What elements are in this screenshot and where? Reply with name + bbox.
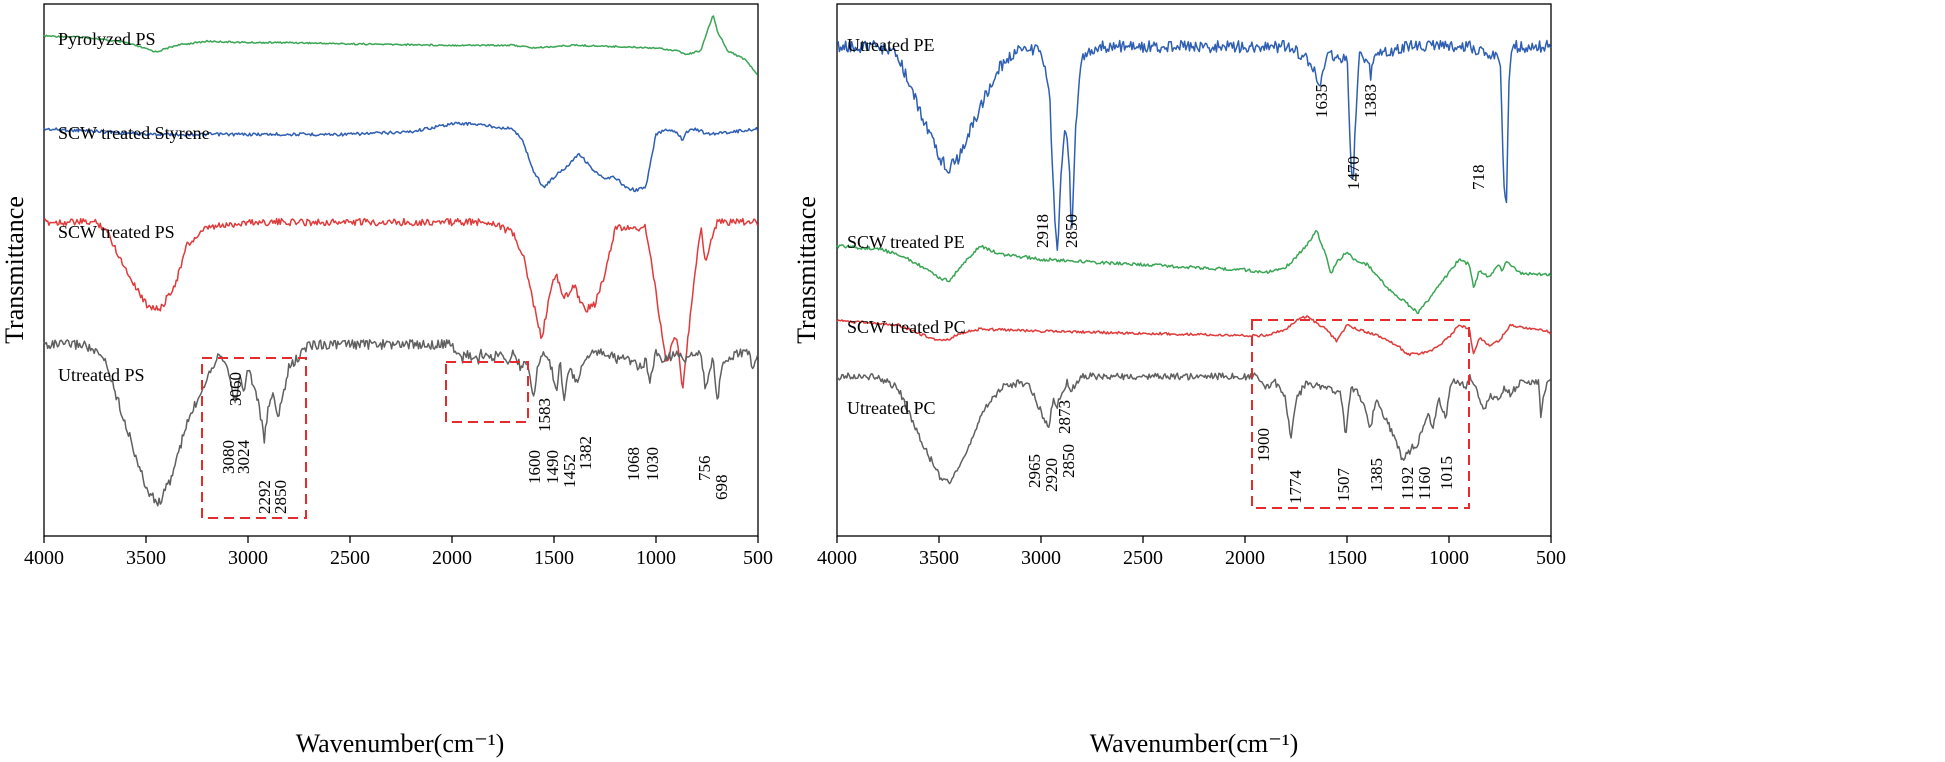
- left-x-ticks: 4000 3500 3000 2500 2000 1500 1000 500: [24, 536, 773, 569]
- peak-label: 1383: [1361, 84, 1380, 118]
- series-label-scw-styrene: SCW treated Styrene: [58, 123, 210, 143]
- peak-label: 1600: [525, 450, 544, 484]
- peak-label: 2850: [1059, 444, 1078, 478]
- x-tick-label: 3500: [919, 547, 959, 569]
- right-chart-panel: 4000 3500 3000 2500 2000 1500 1000 500 Utreated…: [792, 3, 1566, 758]
- peak-label: 1160: [1415, 467, 1434, 500]
- spectrum-line-pyrolyzed-ps: [43, 15, 759, 76]
- peak-label: 1635: [1312, 84, 1331, 118]
- peak-label: 1470: [1344, 156, 1363, 190]
- right-x-axis-title: Wavenumber(cm⁻¹): [1090, 729, 1299, 758]
- spectrum-line-scw-treated-pe: [836, 230, 1552, 315]
- spectrum-line-utreated-pc: [836, 372, 1552, 485]
- peak-label: 2850: [271, 480, 290, 514]
- x-tick-label: 1000: [1429, 547, 1469, 569]
- peak-label: 2965: [1025, 454, 1044, 488]
- left-series-group: [43, 15, 759, 507]
- peak-label: 1030: [643, 447, 662, 481]
- peak-label: 1490: [543, 450, 562, 484]
- peak-label: 2292: [255, 480, 274, 514]
- x-tick-label: 2500: [330, 547, 370, 569]
- left-x-axis-title: Wavenumber(cm⁻¹): [296, 729, 505, 758]
- x-tick-label: 500: [1536, 547, 1566, 569]
- right-series-group: [836, 39, 1552, 485]
- series-label-utreated-ps: Utreated PS: [58, 365, 144, 385]
- left-chart-panel: 4000 3500 3000 2500 2000 1500 1000 500 Pyrolyze…: [0, 3, 773, 758]
- x-tick-label: 3000: [228, 547, 268, 569]
- series-label-utreated-pe: Utreated PE: [847, 35, 934, 55]
- peak-label: 1507: [1334, 468, 1353, 503]
- spectrum-line-scw-treated-pc: [836, 315, 1552, 357]
- series-label-scw-pe: SCW treated PE: [847, 232, 965, 252]
- peak-label: 2850: [1062, 214, 1081, 248]
- spectrum-line-scw-treated-ps: [43, 217, 759, 389]
- peak-label: 2873: [1055, 400, 1074, 434]
- peak-label: 1900: [1254, 428, 1273, 462]
- right-x-ticks: 4000 3500 3000 2500 2000 1500 1000 500: [817, 536, 1566, 569]
- peak-label: 1382: [576, 436, 595, 470]
- spectrum-line-scw-treated-styrene: [43, 121, 759, 193]
- peak-label: 1015: [1437, 456, 1456, 490]
- right-y-axis-title: Transmittance: [792, 196, 821, 344]
- peak-label: 3060: [226, 372, 245, 406]
- x-tick-label: 1500: [1327, 547, 1367, 569]
- left-y-axis-title: Transmittance: [0, 196, 29, 344]
- x-tick-label: 4000: [817, 547, 857, 569]
- peak-label: 3080: [219, 440, 238, 474]
- series-label-scw-pc: SCW treated PC: [847, 317, 966, 337]
- peak-label: 1068: [624, 447, 643, 481]
- x-tick-label: 2500: [1123, 547, 1163, 569]
- peak-label: 1192: [1398, 467, 1417, 500]
- peak-label: 756: [695, 456, 714, 482]
- left-plot-frame: [43, 3, 759, 537]
- x-tick-label: 1000: [636, 547, 676, 569]
- x-tick-label: 3000: [1021, 547, 1061, 569]
- peak-label: 1385: [1367, 458, 1386, 492]
- spectrum-line-utreated-pe: [836, 39, 1552, 251]
- peak-label: 1774: [1286, 470, 1305, 505]
- highlight-box-fingerprint: [1251, 319, 1470, 509]
- x-tick-label: 1500: [534, 547, 574, 569]
- series-label-pyrolyzed-ps: Pyrolyzed PS: [58, 29, 156, 49]
- highlight-box-overtone: [445, 361, 529, 423]
- peak-label: 1583: [535, 398, 554, 432]
- peak-label: 718: [1469, 165, 1488, 191]
- peak-label: 2920: [1042, 458, 1061, 492]
- peak-label: 698: [712, 475, 731, 501]
- peak-label: 3024: [234, 440, 253, 475]
- peak-label: 2918: [1033, 214, 1052, 248]
- series-label-utreated-pc: Utreated PC: [847, 398, 935, 418]
- x-tick-label: 500: [743, 547, 773, 569]
- peak-label: 1452: [560, 454, 579, 488]
- x-tick-label: 2000: [432, 547, 472, 569]
- x-tick-label: 3500: [126, 547, 166, 569]
- x-tick-label: 2000: [1225, 547, 1265, 569]
- right-plot-frame: [836, 3, 1552, 537]
- spectrum-line-utreated-ps: [43, 339, 759, 507]
- highlight-box-ch-stretch: [201, 357, 307, 519]
- series-label-scw-ps: SCW treated PS: [58, 222, 175, 242]
- x-tick-label: 4000: [24, 547, 64, 569]
